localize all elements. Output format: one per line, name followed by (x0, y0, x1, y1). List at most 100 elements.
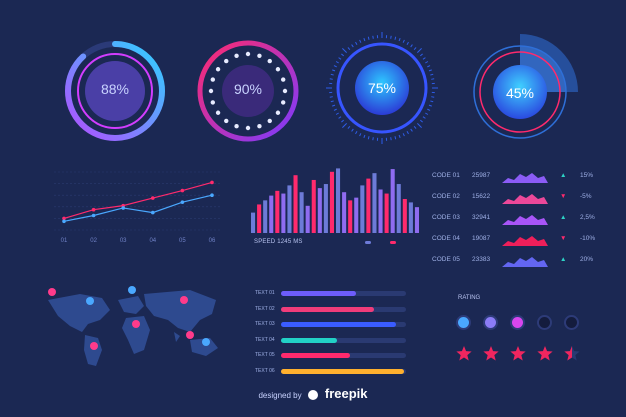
text-bar-track (281, 322, 406, 327)
line-chart-point (210, 193, 214, 197)
line-chart-point (180, 200, 185, 204)
rating-dot[interactable] (458, 317, 469, 328)
line-chart-point (62, 219, 66, 224)
legend-swatch-1 (365, 241, 371, 244)
code-row: CODE 02 15622 ▼ -5% (432, 191, 612, 209)
code-value: 23383 (472, 256, 491, 263)
bar-chart-bar (329, 171, 334, 233)
bar-chart-bar (251, 212, 256, 233)
map-pin-3 (128, 286, 136, 294)
code-row: CODE 03 32941 ▲ 2,5% (432, 212, 612, 230)
gauge-3: 75% (324, 30, 440, 146)
line-chart-svg: 01 02 03 04 05 06 (54, 171, 222, 244)
map-pin-6 (90, 342, 98, 350)
code-value: 32941 (472, 214, 491, 221)
code-label: CODE 01 (432, 172, 460, 179)
gauge-1: 88% (60, 36, 170, 146)
bar-chart-bar (311, 179, 316, 233)
code-sparkline (502, 173, 548, 183)
map-pin-4 (132, 320, 140, 328)
gauge-3-label: 75% (367, 80, 397, 96)
text-bar-label: TEXT 03 (255, 321, 275, 327)
arrow-up-icon: ▲ (560, 214, 567, 221)
rating-dot[interactable] (566, 317, 577, 328)
footer-credit: designed by freepik (0, 386, 626, 401)
bar-chart-bar (390, 169, 395, 233)
map-pins (48, 286, 210, 350)
code-percent: -10% (580, 235, 596, 242)
star-icon (537, 346, 553, 361)
line-chart-series-1 (63, 181, 213, 219)
rating-title: RATING (458, 295, 481, 301)
text-bar-row: TEXT 02 (255, 303, 406, 317)
bar-chart-bar (305, 205, 310, 233)
bar-chart-bar (287, 185, 292, 233)
code-percent: 20% (580, 256, 594, 263)
gauge-4-ring (473, 34, 578, 139)
rating-dot[interactable] (539, 317, 550, 328)
arrow-up-icon: ▲ (560, 256, 567, 263)
bar-chart-bar (402, 199, 407, 233)
bar-chart-svg (251, 168, 419, 233)
bar-chart: SPEED 1245 MS (250, 165, 420, 255)
bar-chart-bar (378, 189, 383, 233)
gauge-3-ring (326, 32, 438, 144)
bar-chart-bar (354, 197, 359, 233)
code-label: CODE 04 (432, 235, 460, 242)
gauge-1-label: 88% (100, 81, 130, 97)
bar-chart-bar (263, 200, 268, 233)
code-value: 19087 (472, 235, 491, 242)
text-bar-label: TEXT 05 (255, 352, 275, 358)
text-bar-row: TEXT 01 (255, 287, 406, 301)
bar-chart-bar (299, 192, 304, 233)
line-chart-point (151, 210, 155, 215)
line-chart-tick-label: 04 (149, 238, 156, 244)
star-icon (510, 346, 526, 361)
map-pin-7 (202, 338, 210, 346)
map-pin-1 (48, 288, 56, 296)
rating-dot[interactable] (485, 317, 496, 328)
code-sparkline (502, 194, 548, 204)
star-icon (483, 346, 499, 361)
text-bar-fill (281, 353, 350, 358)
bar-chart-bar (408, 202, 413, 233)
bar-chart-bar (257, 204, 262, 233)
bar-chart-bar (414, 207, 419, 233)
text-bar-fill (281, 322, 396, 327)
text-bar-fill (281, 337, 338, 343)
line-chart-series-2 (63, 194, 213, 222)
code-percent: 2,5% (580, 214, 595, 221)
bar-chart-bar (342, 192, 347, 233)
text-bar-fill (281, 368, 404, 374)
code-row: CODE 04 19087 ▼ -10% (432, 233, 612, 251)
bar-chart-bar (396, 184, 401, 233)
line-chart: 01 02 03 04 05 06 (40, 168, 230, 248)
code-value: 15622 (472, 193, 491, 200)
line-chart-point (180, 188, 185, 193)
designed-by-text: designed by (258, 391, 302, 400)
gauge-4-label: 45% (505, 85, 535, 101)
bar-chart-caption: SPEED 1245 MS (254, 239, 303, 245)
footer-brand: freepik (324, 386, 368, 401)
bar-chart-bar (384, 193, 389, 233)
arrow-down-icon: ▼ (560, 193, 567, 200)
line-chart-tick-label: 01 (61, 238, 68, 244)
rating-dot[interactable] (512, 317, 523, 328)
text-bar-row: TEXT 06 (255, 365, 406, 379)
code-label: CODE 03 (432, 214, 460, 221)
legend-swatch-2 (390, 241, 396, 244)
text-bar-fill (281, 291, 356, 296)
code-row: CODE 01 25987 ▲ 15% (432, 170, 612, 188)
star-icon-half (564, 346, 572, 361)
line-chart-tick-label: 05 (179, 238, 186, 244)
bar-chart-bar (336, 168, 341, 233)
code-sparkline (502, 215, 548, 225)
bar-chart-bar (360, 185, 365, 233)
gauge-4: 45% (460, 32, 580, 152)
text-bar-label: TEXT 06 (255, 367, 275, 374)
code-sparkline (502, 257, 548, 267)
line-chart-point (121, 206, 125, 210)
text-bar-track (281, 368, 406, 374)
text-bar-label: TEXT 04 (255, 336, 275, 343)
bar-chart-bar (348, 200, 353, 233)
